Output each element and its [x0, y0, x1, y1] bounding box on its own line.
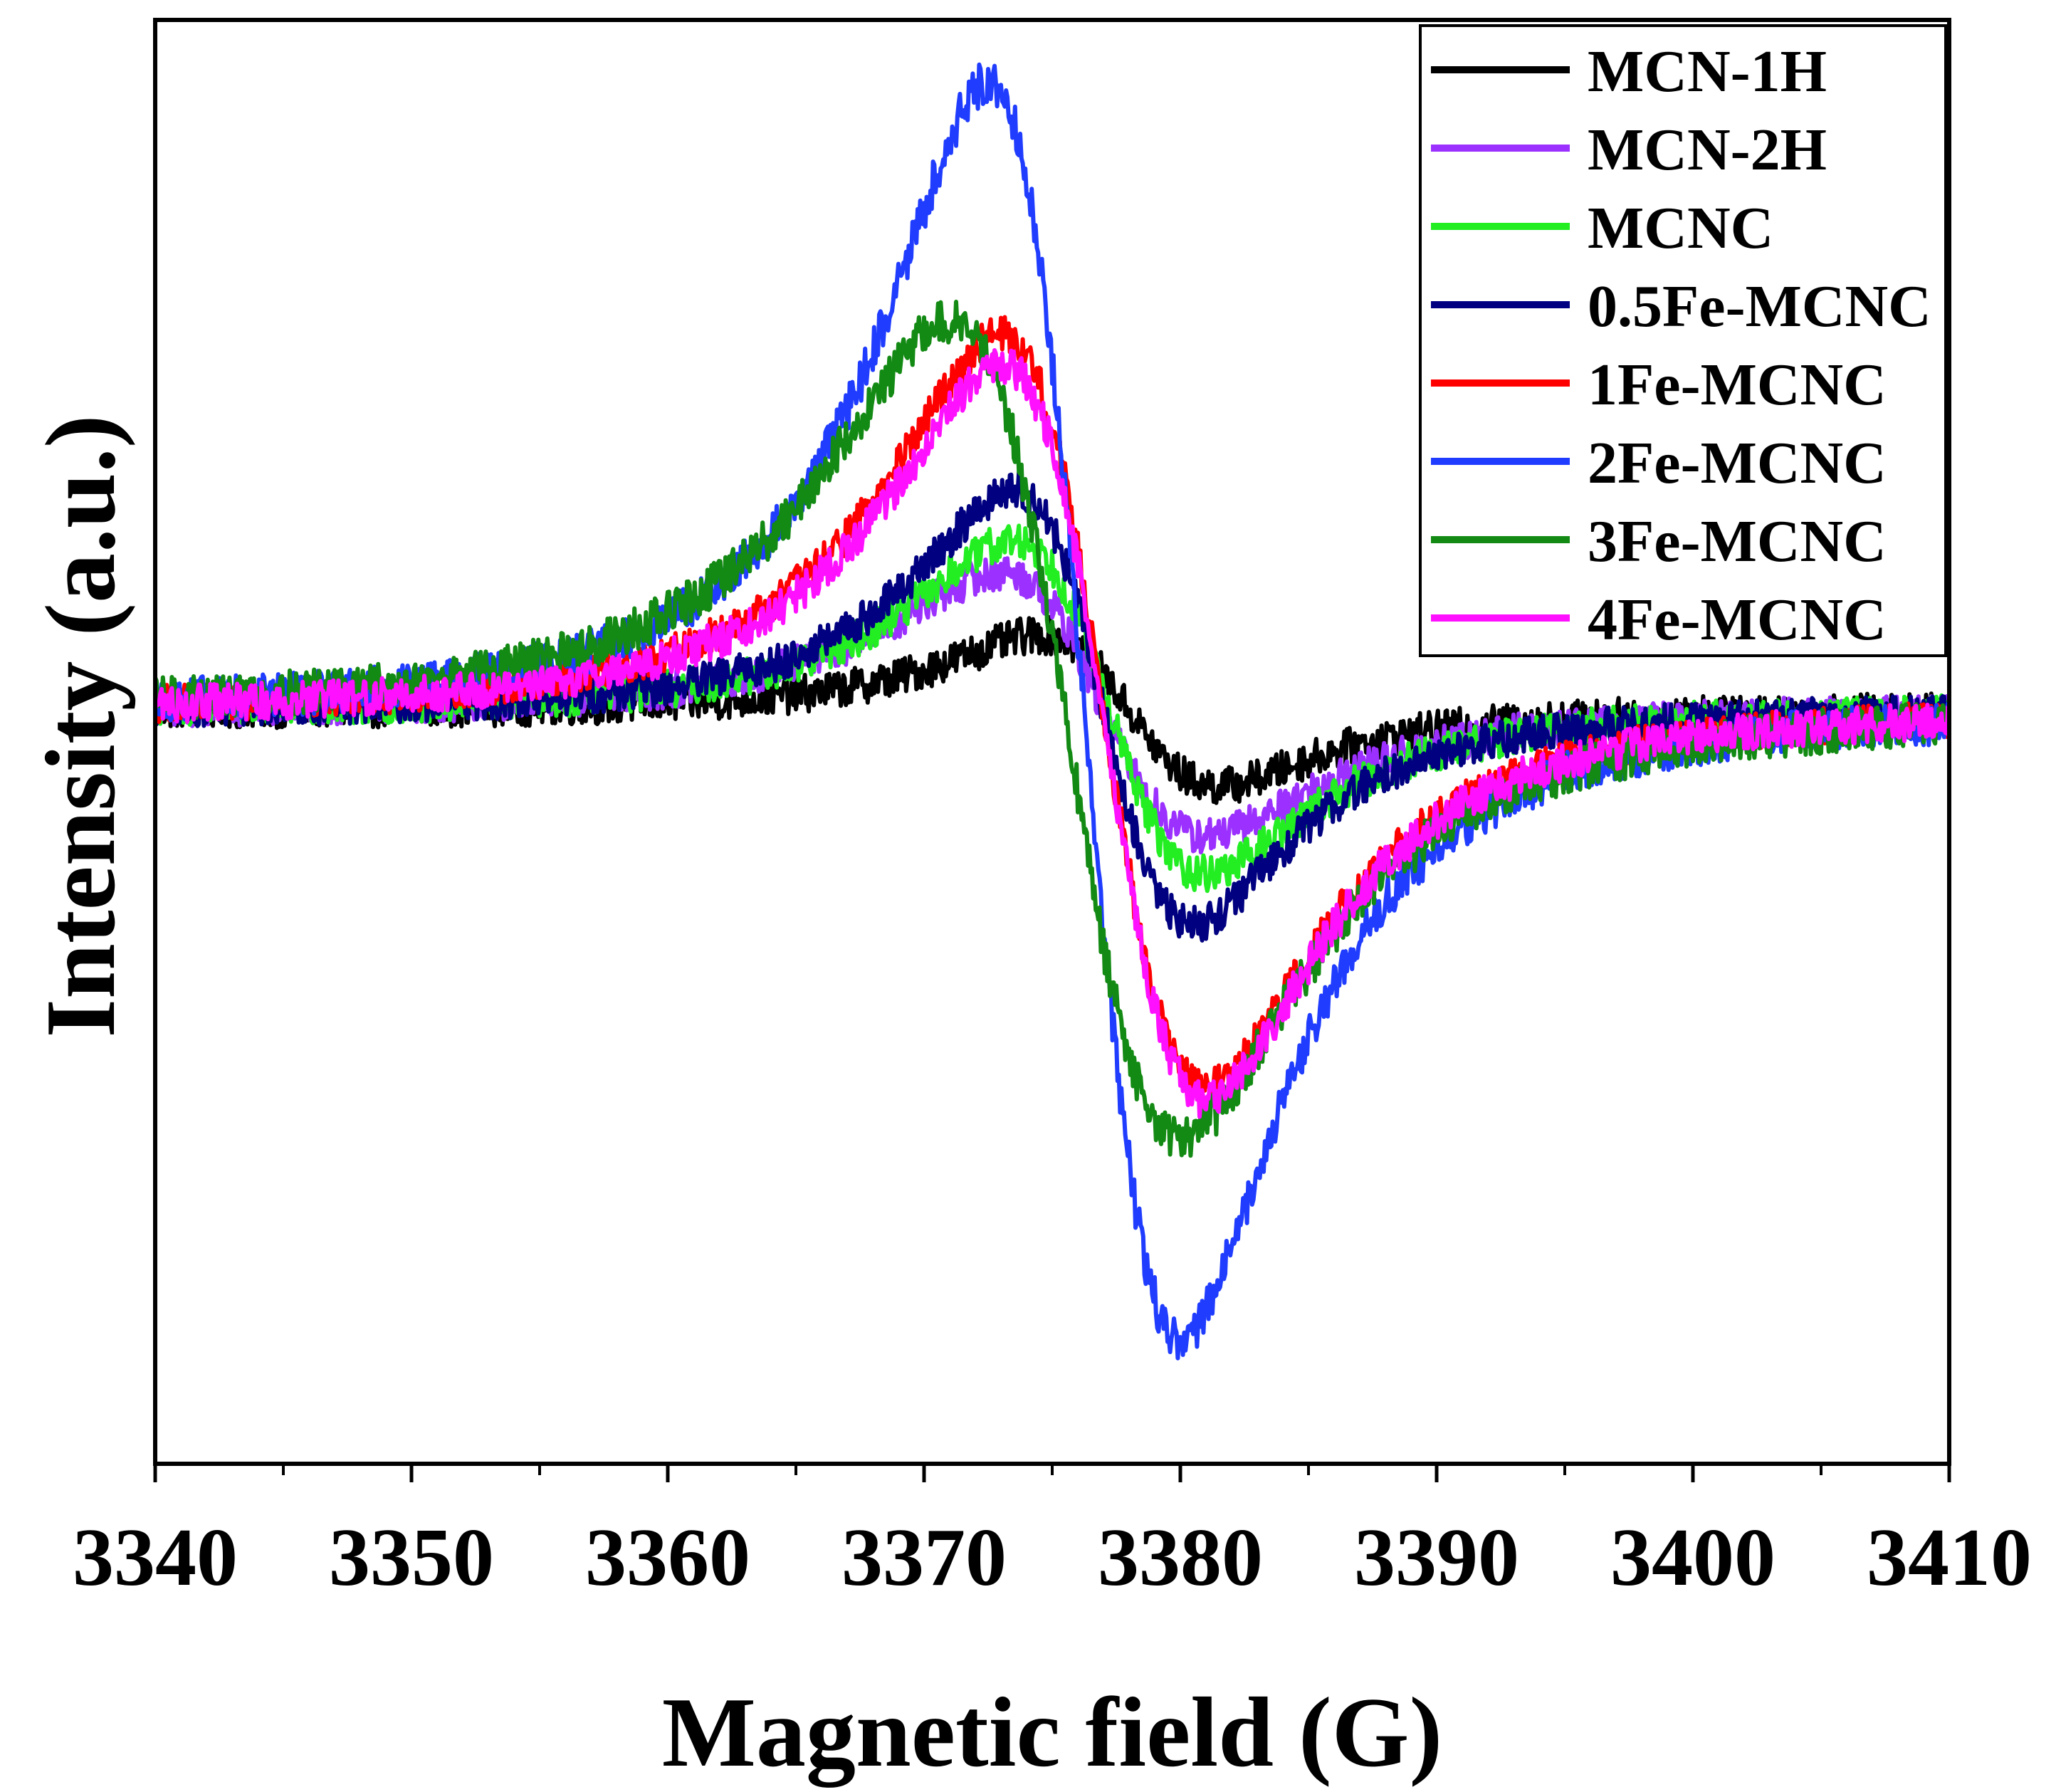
x-tick-label: 3340 [73, 1512, 238, 1603]
x-tick-label: 3360 [585, 1512, 750, 1603]
x-tick-label: 3400 [1610, 1512, 1776, 1603]
legend-label: 2Fe-MCNC [1588, 430, 1887, 496]
legend-label: 0.5Fe-MCNC [1588, 273, 1931, 340]
x-tick-label: 3370 [841, 1512, 1007, 1603]
series-line-4Fe-MCNC [153, 348, 1951, 1119]
y-axis-label: Intensity (a.u.) [26, 414, 136, 1037]
x-axis-tick-labels: 3340 3350 3360 3370 3380 3390 3400 3410 [73, 1512, 2032, 1603]
legend-label: MCN-2H [1588, 117, 1827, 183]
legend-label: MCNC [1588, 195, 1773, 261]
series-line-3Fe-MCNC [153, 299, 1951, 1158]
x-tick-label: 3410 [1867, 1512, 2032, 1603]
legend-label: 3Fe-MCNC [1588, 508, 1887, 575]
x-axis-label: Magnetic field (G) [662, 1677, 1442, 1788]
x-tick-label: 3380 [1098, 1512, 1263, 1603]
x-axis-ticks [153, 1464, 1951, 1482]
legend-label: 1Fe-MCNC [1588, 352, 1887, 418]
x-tick-label: 3390 [1354, 1512, 1519, 1603]
x-tick-label: 3350 [329, 1512, 494, 1603]
legend-items: MCN-1H MCN-2H MCNC 0.5Fe-MCNC 1Fe-MCNC 2Fe-MC… [1431, 38, 1931, 653]
plot-series [153, 62, 1951, 1361]
legend-box [1419, 24, 1947, 657]
legend: MCN-1H MCN-2H MCNC 0.5Fe-MCNC 1Fe-MCNC 2Fe-MC… [1419, 24, 1947, 657]
legend-label: 4Fe-MCNC [1588, 587, 1887, 653]
legend-label: MCN-1H [1588, 38, 1827, 105]
